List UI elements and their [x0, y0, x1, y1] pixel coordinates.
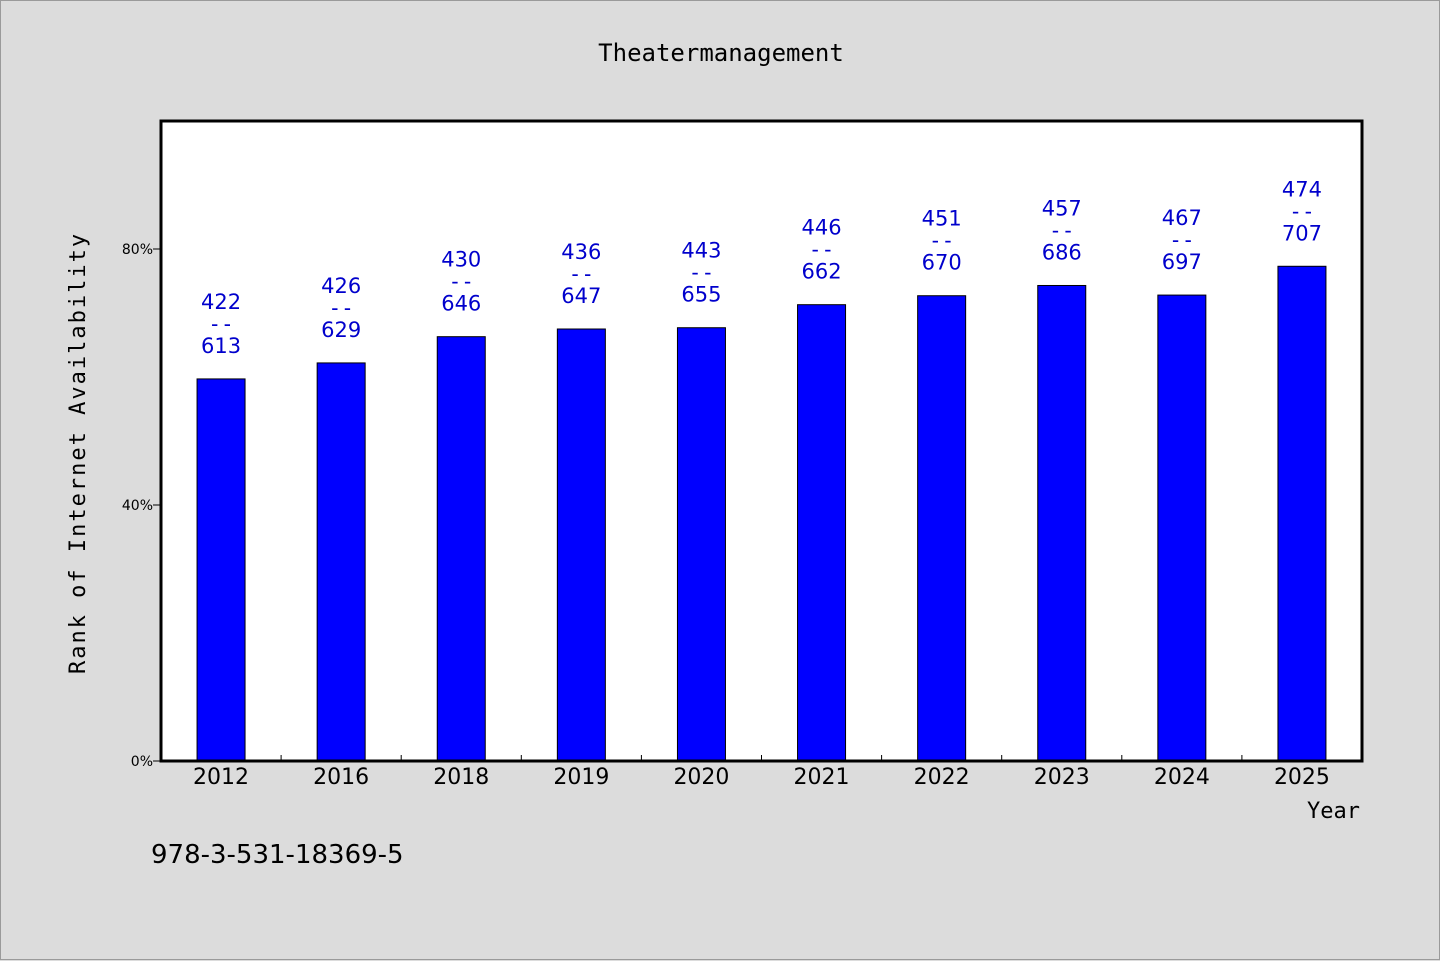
- chart-title: Theatermanagement: [598, 39, 844, 67]
- plot-border: [159, 119, 1364, 763]
- bar-label-sep-2024: --: [1169, 228, 1194, 252]
- y-axis-label: Rank of Internet Availability: [66, 232, 91, 674]
- bar-label-bottom-2018: 646: [441, 292, 481, 316]
- bar-2025: [1277, 265, 1327, 762]
- bars-group: [196, 265, 1327, 762]
- bar-label-bottom-2012: 613: [201, 334, 241, 358]
- bar-label-top-2023: 457: [1042, 196, 1082, 220]
- bar-2016: [316, 362, 366, 762]
- bar-label-top-2019: 436: [561, 240, 601, 264]
- bar-label-top-2025: 474: [1282, 177, 1322, 201]
- y-tick-label: 80%: [122, 242, 153, 258]
- x-axis-label: Year: [1307, 799, 1360, 824]
- x-tick-label-2025: 2025: [1274, 765, 1330, 790]
- bar-label-sep-2023: --: [1049, 218, 1074, 242]
- bar-2021: [797, 304, 847, 762]
- x-tick-label-2022: 2022: [914, 765, 970, 790]
- bar-labels-group: 422--613426--629430--646436--647443--655…: [201, 177, 1322, 358]
- bar-label-sep-2022: --: [929, 229, 954, 253]
- bar-label-top-2018: 430: [441, 248, 481, 272]
- bar-2012: [196, 378, 246, 762]
- bar-label-top-2020: 443: [681, 239, 721, 263]
- bar-label-top-2016: 426: [321, 274, 361, 298]
- bar-label-sep-2025: --: [1289, 199, 1314, 223]
- x-tick-label-2016: 2016: [313, 765, 369, 790]
- bar-label-top-2012: 422: [201, 290, 241, 314]
- x-tick-label-2018: 2018: [433, 765, 489, 790]
- x-tick-label-2023: 2023: [1034, 765, 1090, 790]
- x-tick-label-2021: 2021: [794, 765, 850, 790]
- bar-label-bottom-2022: 670: [922, 251, 962, 275]
- bar-label-bottom-2016: 629: [321, 318, 361, 342]
- bar-2023: [1037, 284, 1087, 762]
- bar-label-top-2022: 451: [922, 207, 962, 231]
- bar-2024: [1157, 294, 1207, 762]
- x-tick-label-2012: 2012: [193, 765, 249, 790]
- y-tick-label: 0%: [131, 754, 153, 770]
- bar-label-sep-2016: --: [329, 296, 354, 320]
- bar-label-sep-2021: --: [809, 238, 834, 262]
- bar-2018: [436, 336, 486, 762]
- bar-2019: [556, 328, 606, 762]
- x-tick-label-2019: 2019: [553, 765, 609, 790]
- bar-label-sep-2020: --: [689, 261, 714, 285]
- x-tick-label-2024: 2024: [1154, 765, 1210, 790]
- bar-label-top-2024: 467: [1162, 206, 1202, 230]
- bar-label-sep-2018: --: [449, 270, 474, 294]
- footer-isbn: 978-3-531-18369-5: [151, 840, 404, 870]
- bar-label-sep-2019: --: [569, 262, 594, 286]
- bar-label-bottom-2019: 647: [561, 284, 601, 308]
- bar-2022: [917, 295, 967, 762]
- bar-label-bottom-2025: 707: [1282, 221, 1322, 245]
- bar-2020: [676, 327, 726, 762]
- bar-label-bottom-2020: 655: [681, 283, 721, 307]
- y-tick-label: 40%: [122, 498, 153, 514]
- x-axis: 2012 2016 2018 2019 2020 2021 2022 2023 2024 2025: [193, 755, 1330, 790]
- x-tick-label-2020: 2020: [673, 765, 729, 790]
- bar-label-bottom-2021: 662: [802, 260, 842, 284]
- bar-label-sep-2012: --: [208, 312, 233, 336]
- bar-label-bottom-2024: 697: [1162, 250, 1202, 274]
- bar-label-bottom-2023: 686: [1042, 240, 1082, 264]
- y-axis: 0% 40% 80%: [122, 242, 161, 770]
- bar-label-top-2021: 446: [802, 216, 842, 240]
